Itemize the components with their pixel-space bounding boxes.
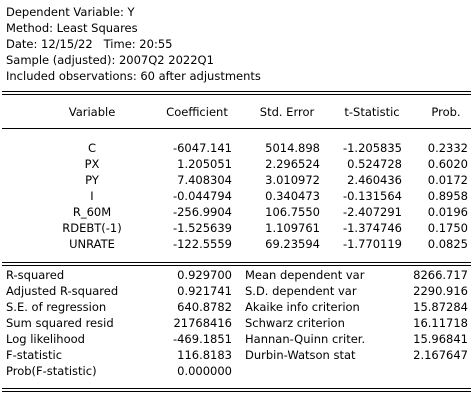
variable-name: PY [85, 173, 100, 187]
table-cell: -256.9904 [173, 205, 232, 219]
statistic-label: Log likelihood [6, 332, 85, 346]
column-header: Variable [69, 105, 116, 119]
table-cell: 2.296524 [265, 157, 320, 171]
statistic-value: 0.000000 [177, 364, 232, 378]
statistic-value: 0.929700 [177, 268, 232, 282]
variable-name: C [88, 141, 96, 155]
statistic-value: 0.921741 [177, 284, 232, 298]
table-cell: 2.460436 [347, 173, 402, 187]
variable-name: PX [85, 157, 100, 171]
table-cell: -0.044794 [173, 189, 232, 203]
statistic-label: R-squared [6, 268, 64, 282]
column-header: Std. Error [260, 105, 315, 119]
table-cell: -1.205835 [343, 141, 402, 155]
header-line: Date: 12/15/22 Time: 20:55 [6, 37, 172, 51]
table-cell: 1.109761 [265, 221, 320, 235]
column-header: t-Statistic [344, 105, 399, 119]
table-cell: 7.408304 [177, 173, 232, 187]
header-line: Sample (adjusted): 2007Q2 2022Q1 [6, 53, 214, 67]
table-cell: 0.1750 [428, 221, 468, 235]
table-cell: 0.6020 [428, 157, 468, 171]
table-cell: 0.0172 [428, 173, 468, 187]
column-header: Prob. [431, 105, 460, 119]
header-line: Method: Least Squares [6, 21, 138, 35]
table-cell: 0.340473 [265, 189, 320, 203]
statistic-label: Akaike info criterion [245, 300, 360, 314]
table-cell: -6047.141 [173, 141, 232, 155]
statistic-value: 640.8782 [177, 300, 232, 314]
variable-name: I [90, 189, 93, 203]
table-cell: 5014.898 [265, 141, 320, 155]
statistic-value: 16.11718 [413, 316, 468, 330]
table-cell: -2.407291 [343, 205, 402, 219]
statistic-value: 15.87284 [413, 300, 468, 314]
statistic-label: Schwarz criterion [245, 316, 345, 330]
statistic-label: Mean dependent var [245, 268, 365, 282]
variable-name: RDEBT(-1) [62, 221, 121, 235]
statistic-label: Hannan-Quinn criter. [245, 332, 365, 346]
statistic-value: 2290.916 [413, 284, 468, 298]
table-cell: -1.525639 [173, 221, 232, 235]
table-cell: 0.524728 [347, 157, 402, 171]
statistic-label: S.E. of regression [6, 300, 106, 314]
statistic-label: Prob(F-statistic) [6, 364, 97, 378]
table-cell: 1.205051 [177, 157, 232, 171]
statistic-value: 15.96841 [413, 332, 468, 346]
header-line: Dependent Variable: Y [6, 5, 136, 19]
statistic-label: Adjusted R-squared [6, 284, 118, 298]
table-cell: -122.5559 [173, 237, 232, 251]
table-cell: 3.010972 [265, 173, 320, 187]
table-cell: 0.0196 [428, 205, 468, 219]
table-cell: -1.770119 [343, 237, 402, 251]
table-cell: 0.2332 [428, 141, 468, 155]
table-cell: 69.23594 [265, 237, 320, 251]
header-line: Included observations: 60 after adjustme… [6, 69, 261, 83]
statistic-value: 8266.717 [413, 268, 468, 282]
statistic-value: 21768416 [173, 316, 232, 330]
variable-name: UNRATE [69, 237, 115, 251]
table-cell: 0.0825 [428, 237, 468, 251]
variable-name: R_60M [73, 205, 111, 219]
statistic-label: Durbin-Watson stat [245, 348, 356, 362]
statistic-label: S.D. dependent var [245, 284, 357, 298]
statistic-label: Sum squared resid [6, 316, 114, 330]
column-header: Coefficient [166, 105, 228, 119]
table-cell: -1.374746 [343, 221, 402, 235]
statistic-value: -469.1851 [173, 332, 232, 346]
statistic-value: 116.8183 [177, 348, 232, 362]
table-cell: 0.8958 [428, 189, 468, 203]
statistic-value: 2.167647 [413, 348, 468, 362]
table-cell: 106.7550 [265, 205, 320, 219]
table-cell: -0.131564 [343, 189, 402, 203]
statistic-label: F-statistic [6, 348, 62, 362]
